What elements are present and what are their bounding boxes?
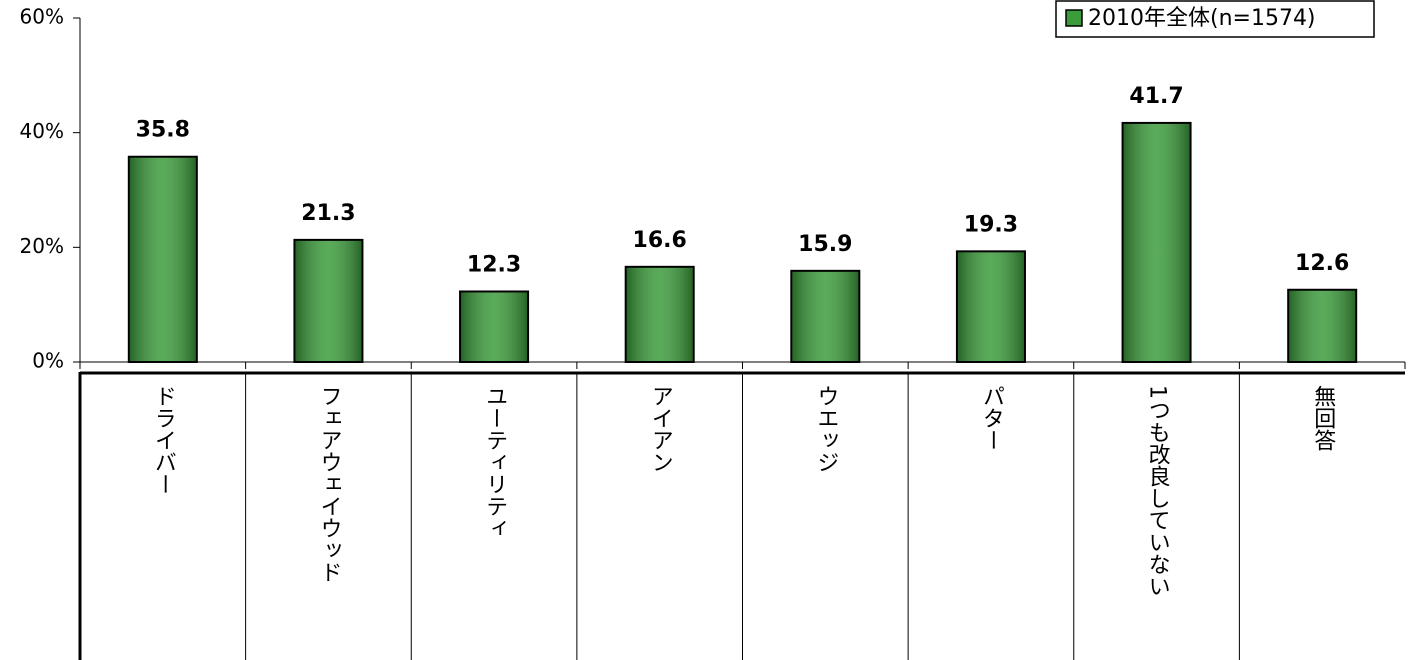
data-label: 16.6 — [633, 228, 687, 253]
x-tick-label: パター — [979, 385, 1004, 451]
bar-shade — [1123, 123, 1190, 361]
y-tick-label: 60% — [20, 5, 64, 29]
bar-shade — [295, 240, 362, 361]
bar-shade — [792, 271, 859, 361]
x-tick-label: アイアン — [648, 385, 673, 473]
x-tick-label: ユーティリティ — [482, 385, 507, 539]
data-label: 12.3 — [467, 252, 521, 277]
data-label: 35.8 — [136, 118, 190, 143]
data-label: 15.9 — [798, 232, 852, 257]
legend-swatch — [1065, 9, 1083, 27]
legend-box — [1055, 0, 1375, 38]
bar-shade — [957, 252, 1024, 361]
x-tick-label: ドライバー — [151, 385, 176, 495]
data-label: 41.7 — [1129, 84, 1183, 109]
x-tick-label: フェアウェイウッド — [316, 385, 341, 583]
y-tick-label: 0% — [32, 349, 64, 373]
x-tick-label: 1つも改良していない — [1145, 385, 1170, 597]
bar-shade — [626, 267, 693, 361]
data-label: 19.3 — [964, 212, 1018, 237]
data-label: 12.6 — [1295, 251, 1349, 276]
bar-shade — [129, 157, 196, 361]
y-tick-label: 40% — [20, 119, 64, 143]
data-label: 21.3 — [301, 201, 355, 226]
legend-label: 2010年全体(n=1574) — [1088, 6, 1316, 31]
bar-shade — [461, 292, 528, 361]
bar-shade — [1289, 290, 1356, 361]
x-tick-label: ウエッジ — [813, 385, 838, 473]
x-tick-label: 無回答 — [1310, 385, 1336, 451]
y-tick-label: 20% — [20, 234, 64, 258]
legend: 2010年全体(n=1574) — [1055, 0, 1375, 38]
